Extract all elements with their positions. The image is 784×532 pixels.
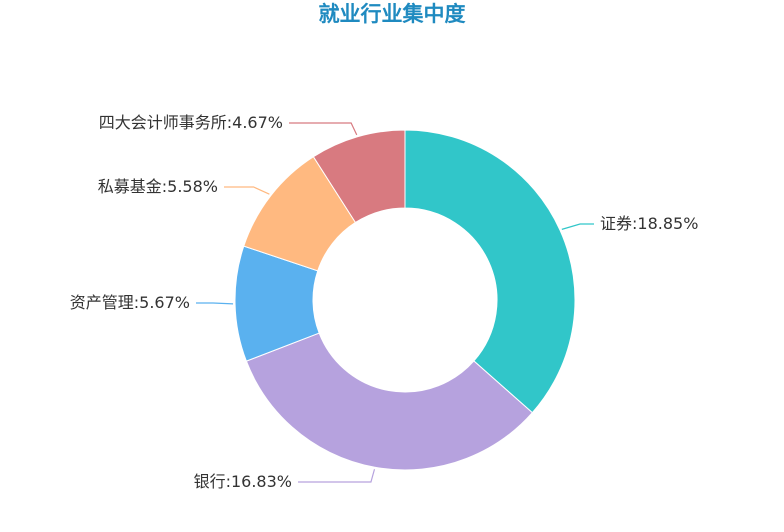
data-label-4: 私募基金:5.58% (98, 177, 218, 196)
data-label-3: 资产管理:5.67% (70, 293, 190, 312)
data-label-1: 证券:18.85% (600, 214, 698, 233)
leader-line-1 (561, 223, 594, 230)
pie-slice-2[interactable] (245, 332, 534, 471)
leader-line-5 (289, 122, 358, 136)
data-label-5: 四大会计师事务所:4.67% (99, 113, 283, 132)
pie-slice-1[interactable] (404, 129, 576, 414)
leader-line-2 (298, 469, 376, 483)
leader-line-3 (196, 302, 234, 305)
pie-slice-5[interactable] (312, 129, 406, 224)
chart-title: 就业行业集中度 (318, 2, 466, 26)
data-label-2: 银行:16.83% (194, 472, 292, 491)
leader-line-4 (224, 186, 270, 195)
